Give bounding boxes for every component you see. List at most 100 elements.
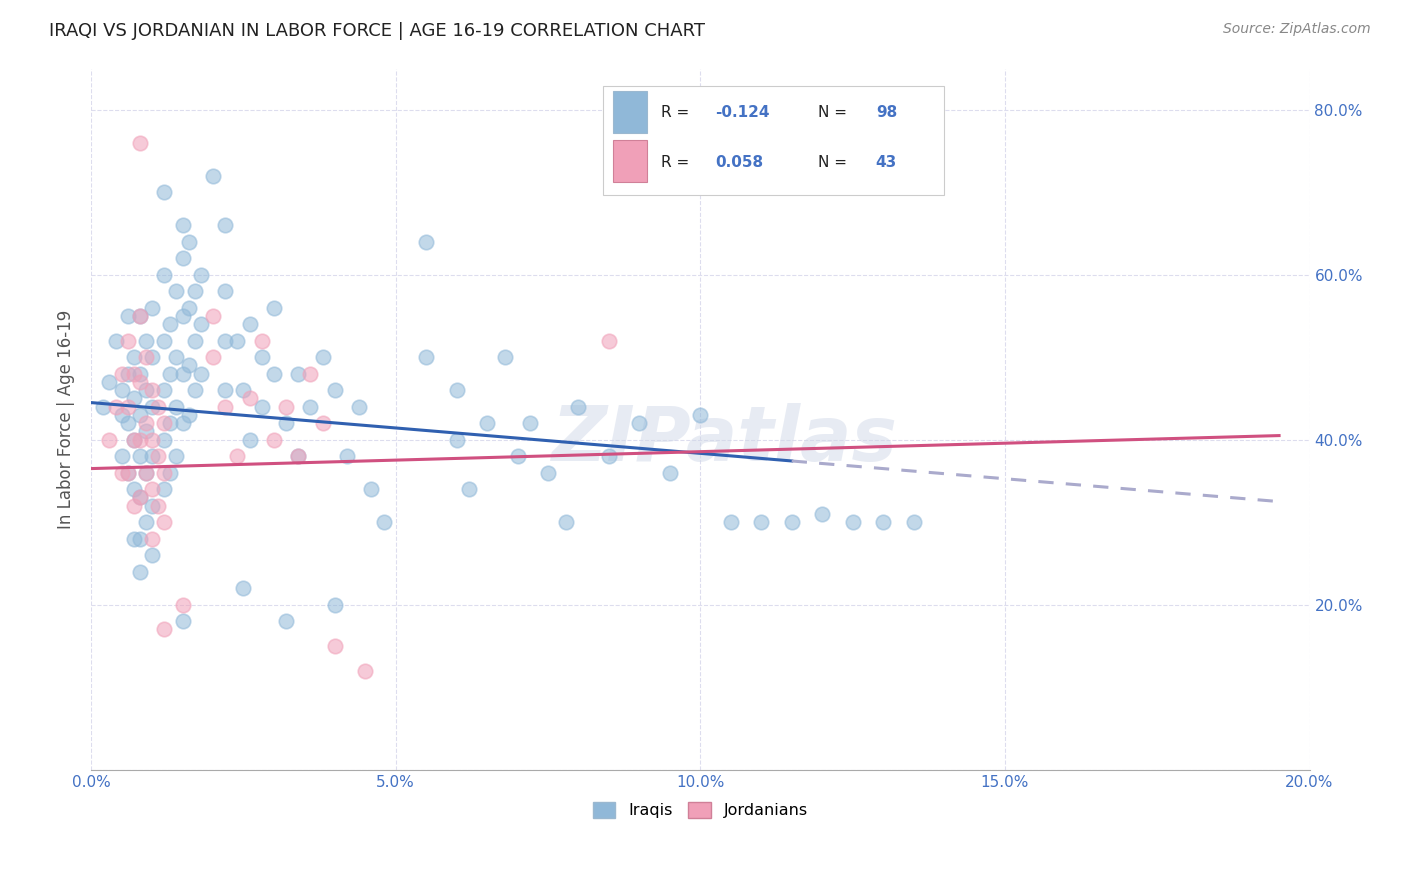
Point: [598, 449, 620, 463]
Point: [128, 309, 150, 323]
Point: [153, 515, 176, 529]
Point: [263, 367, 285, 381]
Point: [226, 449, 249, 463]
Point: [153, 433, 176, 447]
Point: [190, 367, 212, 381]
Point: [172, 367, 194, 381]
Point: [537, 466, 560, 480]
Point: [98, 433, 121, 447]
Point: [135, 466, 157, 480]
Point: [250, 334, 273, 348]
Point: [153, 623, 176, 637]
Point: [91, 400, 114, 414]
Point: [153, 482, 176, 496]
Point: [122, 433, 145, 447]
Point: [159, 466, 181, 480]
Point: [172, 598, 194, 612]
Point: [141, 482, 163, 496]
Point: [146, 499, 169, 513]
Point: [165, 284, 187, 298]
Point: [250, 350, 273, 364]
Point: [153, 383, 176, 397]
Point: [141, 499, 163, 513]
Point: [117, 367, 139, 381]
Point: [110, 383, 132, 397]
Point: [177, 301, 200, 315]
Point: [250, 400, 273, 414]
Point: [628, 416, 651, 430]
Legend: Iraqis, Jordanians: Iraqis, Jordanians: [586, 796, 814, 825]
Point: [98, 375, 121, 389]
Point: [274, 400, 297, 414]
Point: [287, 449, 309, 463]
Point: [128, 491, 150, 505]
Point: [177, 408, 200, 422]
Point: [141, 449, 163, 463]
Point: [323, 598, 346, 612]
Point: [274, 614, 297, 628]
Point: [117, 309, 139, 323]
Point: [457, 482, 479, 496]
Point: [165, 350, 187, 364]
Point: [214, 383, 236, 397]
Point: [172, 309, 194, 323]
Point: [128, 367, 150, 381]
Point: [135, 466, 157, 480]
Text: IRAQI VS JORDANIAN IN LABOR FORCE | AGE 16-19 CORRELATION CHART: IRAQI VS JORDANIAN IN LABOR FORCE | AGE …: [49, 22, 706, 40]
Point: [214, 219, 236, 233]
Point: [658, 466, 681, 480]
Point: [689, 408, 711, 422]
Point: [141, 400, 163, 414]
Point: [201, 169, 224, 183]
Point: [446, 383, 468, 397]
Point: [183, 284, 205, 298]
Point: [274, 416, 297, 430]
Point: [263, 433, 285, 447]
Point: [598, 334, 620, 348]
Point: [122, 499, 145, 513]
Point: [122, 367, 145, 381]
Point: [110, 466, 132, 480]
Point: [153, 466, 176, 480]
Point: [555, 515, 578, 529]
Point: [811, 507, 834, 521]
Point: [141, 532, 163, 546]
Point: [183, 334, 205, 348]
Point: [446, 433, 468, 447]
Point: [214, 334, 236, 348]
Point: [122, 392, 145, 406]
Point: [519, 416, 541, 430]
Point: [172, 416, 194, 430]
Point: [128, 309, 150, 323]
Point: [153, 416, 176, 430]
Point: [201, 309, 224, 323]
Point: [159, 416, 181, 430]
Point: [311, 350, 333, 364]
Point: [146, 400, 169, 414]
Point: [232, 581, 254, 595]
Point: [214, 284, 236, 298]
Point: [135, 350, 157, 364]
Point: [104, 400, 127, 414]
Point: [135, 425, 157, 439]
Point: [287, 367, 309, 381]
Point: [177, 359, 200, 373]
Point: [141, 548, 163, 562]
Point: [347, 400, 370, 414]
Point: [287, 449, 309, 463]
Point: [373, 515, 395, 529]
Point: [780, 515, 803, 529]
Point: [135, 416, 157, 430]
Y-axis label: In Labor Force | Age 16-19: In Labor Force | Age 16-19: [58, 310, 75, 529]
Point: [183, 383, 205, 397]
Point: [141, 350, 163, 364]
Point: [415, 235, 437, 249]
Point: [110, 367, 132, 381]
Point: [354, 664, 377, 678]
Point: [226, 334, 249, 348]
Point: [122, 350, 145, 364]
Point: [128, 136, 150, 150]
Point: [153, 186, 176, 200]
Point: [128, 433, 150, 447]
Point: [323, 383, 346, 397]
